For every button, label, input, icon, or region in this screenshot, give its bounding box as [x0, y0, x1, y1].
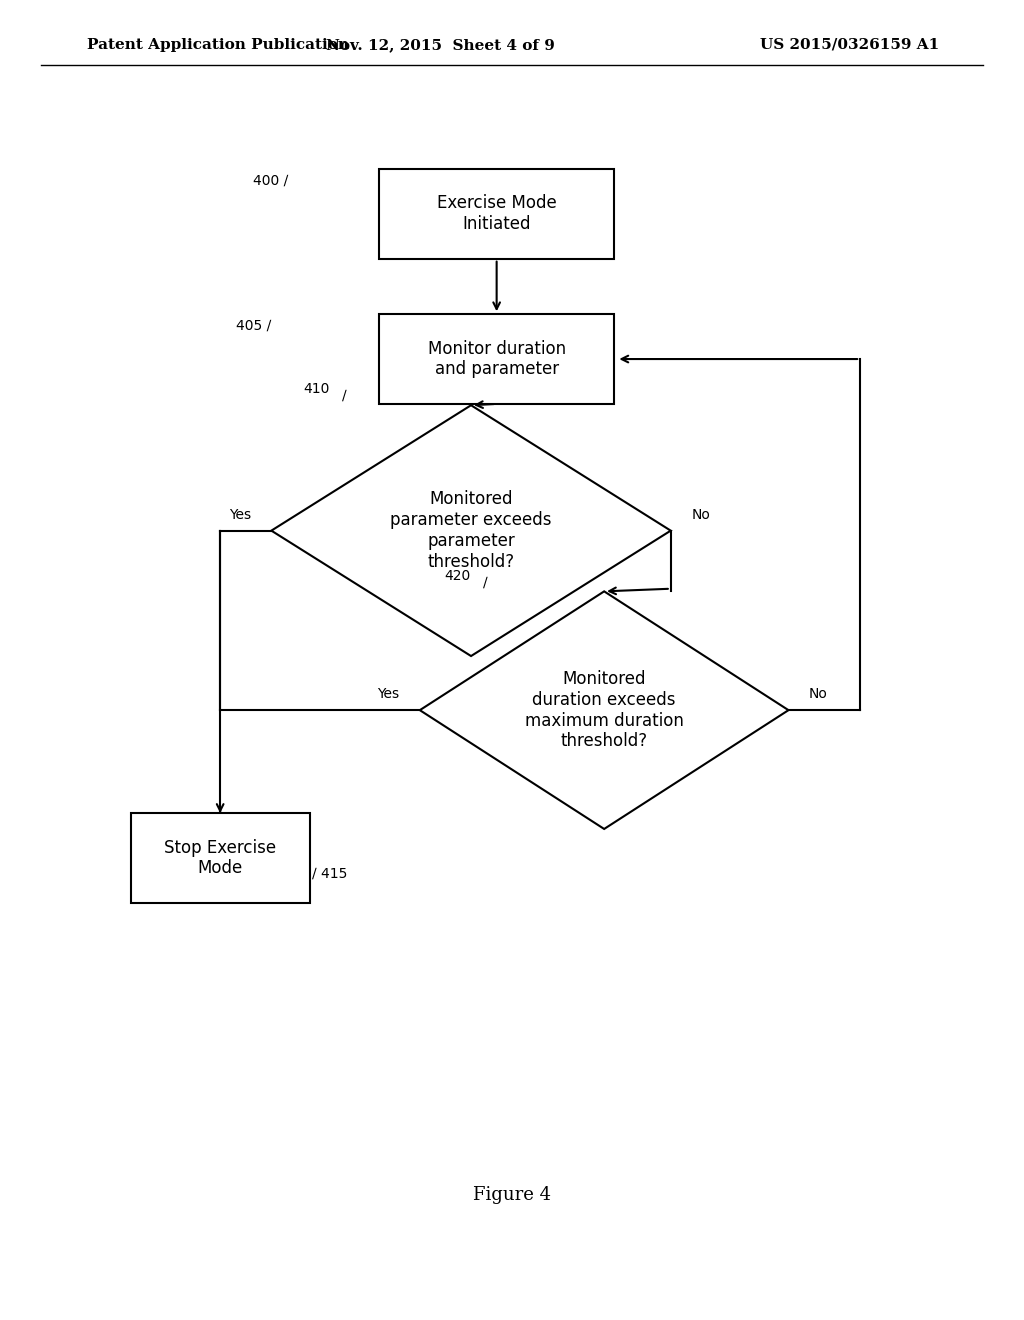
Text: No: No — [691, 508, 710, 521]
Text: Figure 4: Figure 4 — [473, 1185, 551, 1204]
Polygon shape — [271, 405, 671, 656]
Text: ∕: ∕ — [342, 388, 347, 403]
Polygon shape — [420, 591, 788, 829]
Text: US 2015/0326159 A1: US 2015/0326159 A1 — [760, 38, 940, 51]
Text: Monitor duration
and parameter: Monitor duration and parameter — [428, 339, 565, 379]
Text: Yes: Yes — [228, 508, 251, 521]
Text: Monitored
duration exceeds
maximum duration
threshold?: Monitored duration exceeds maximum durat… — [524, 671, 684, 750]
Text: Patent Application Publication: Patent Application Publication — [87, 38, 349, 51]
Text: Stop Exercise
Mode: Stop Exercise Mode — [164, 838, 276, 878]
Text: 410: 410 — [303, 381, 330, 396]
Text: Nov. 12, 2015  Sheet 4 of 9: Nov. 12, 2015 Sheet 4 of 9 — [326, 38, 555, 51]
Text: Yes: Yes — [377, 688, 399, 701]
Text: Exercise Mode
Initiated: Exercise Mode Initiated — [437, 194, 556, 234]
Text: ∕ 415: ∕ 415 — [312, 866, 348, 880]
Text: Monitored
parameter exceeds
parameter
threshold?: Monitored parameter exceeds parameter th… — [390, 491, 552, 570]
FancyBboxPatch shape — [379, 314, 614, 404]
FancyBboxPatch shape — [379, 169, 614, 259]
FancyBboxPatch shape — [131, 813, 309, 903]
Text: 405 ∕: 405 ∕ — [236, 318, 270, 333]
Text: 400 ∕: 400 ∕ — [253, 173, 288, 187]
Text: No: No — [809, 688, 827, 701]
Text: 420: 420 — [444, 569, 471, 583]
Text: ∕: ∕ — [483, 576, 488, 590]
